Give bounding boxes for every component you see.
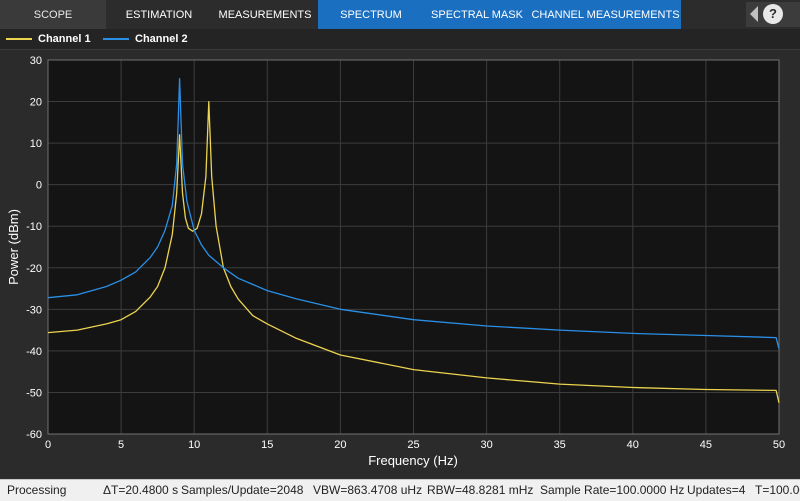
help-area: ? bbox=[746, 2, 800, 27]
x-tick-label: 30 bbox=[480, 439, 492, 451]
status-updates: Updates=4 bbox=[687, 483, 746, 497]
x-tick-label: 25 bbox=[407, 439, 419, 451]
legend-swatch-channel-1 bbox=[6, 38, 32, 40]
status-samples: Samples/Update=2048 bbox=[181, 483, 304, 497]
tab-measurements[interactable]: MEASUREMENTS bbox=[218, 8, 312, 21]
x-tick-label: 15 bbox=[261, 439, 273, 451]
y-tick-label: 10 bbox=[30, 138, 42, 150]
series-line-channel-2 bbox=[47, 78, 780, 349]
y-tick-label: 30 bbox=[30, 55, 42, 67]
y-tick-label: 0 bbox=[36, 180, 42, 192]
x-tick-label: 5 bbox=[118, 439, 124, 451]
status-delta-t: ΔT=20.4800 s bbox=[103, 483, 179, 497]
toolstrip: SCOPE ESTIMATION MEASUREMENTS SPECTRUM S… bbox=[0, 0, 800, 29]
y-axis: 30 20 10 0 -10 -20 -30 -40 -50 -60 bbox=[26, 55, 42, 441]
y-tick-label: -40 bbox=[26, 346, 42, 358]
legend-swatch-channel-2 bbox=[103, 38, 129, 40]
spectrum-plot[interactable]: 0 5 10 15 20 25 30 35 40 45 50 30 20 10 0 -10 -20 -30 -40… bbox=[0, 50, 800, 479]
legend-label: Channel 2 bbox=[135, 33, 188, 45]
y-axis-label: Power (dBm) bbox=[6, 209, 21, 285]
x-tick-label: 45 bbox=[700, 439, 712, 451]
legend-label: Channel 1 bbox=[38, 33, 91, 45]
x-tick-label: 50 bbox=[773, 439, 785, 451]
y-tick-label: -50 bbox=[26, 387, 42, 399]
y-tick-label: -30 bbox=[26, 304, 42, 316]
status-rbw: RBW=48.8281 mHz bbox=[427, 483, 534, 497]
x-axis-label: Frequency (Hz) bbox=[368, 453, 458, 468]
x-tick-label: 0 bbox=[45, 439, 51, 451]
status-bar: Processing ΔT=20.4800 s Samples/Update=2… bbox=[0, 479, 800, 501]
x-tick-label: 35 bbox=[554, 439, 566, 451]
help-icon[interactable]: ? bbox=[763, 4, 783, 24]
tab-spectrum[interactable]: SPECTRUM bbox=[318, 0, 424, 29]
x-tick-label: 10 bbox=[188, 439, 200, 451]
series-lines bbox=[47, 78, 780, 403]
legend-item-channel-1[interactable]: Channel 1 bbox=[6, 29, 91, 49]
tab-channel-measurements[interactable]: CHANNEL MEASUREMENTS bbox=[530, 0, 681, 29]
status-sample-rate: Sample Rate=100.0000 Hz bbox=[540, 483, 685, 497]
y-tick-label: -20 bbox=[26, 263, 42, 275]
y-tick-label: -60 bbox=[26, 429, 42, 441]
x-tick-label: 20 bbox=[334, 439, 346, 451]
x-tick-label: 40 bbox=[627, 439, 639, 451]
collapse-arrow-icon[interactable] bbox=[750, 6, 758, 22]
y-tick-label: -10 bbox=[26, 221, 42, 233]
legend: Channel 1 Channel 2 bbox=[0, 29, 800, 50]
status-time: T=100.00 bbox=[755, 483, 800, 497]
status-state: Processing bbox=[7, 483, 67, 497]
x-axis: 0 5 10 15 20 25 30 35 40 45 50 bbox=[45, 439, 785, 451]
status-vbw: VBW=863.4708 uHz bbox=[313, 483, 423, 497]
tab-estimation[interactable]: ESTIMATION bbox=[125, 8, 193, 21]
legend-item-channel-2[interactable]: Channel 2 bbox=[103, 29, 188, 49]
tab-spectral-mask[interactable]: SPECTRAL MASK bbox=[424, 0, 530, 29]
tab-scope[interactable]: SCOPE bbox=[0, 0, 106, 29]
series-line-channel-1 bbox=[47, 100, 780, 403]
y-tick-label: 20 bbox=[30, 97, 42, 109]
axes-box bbox=[47, 59, 780, 435]
